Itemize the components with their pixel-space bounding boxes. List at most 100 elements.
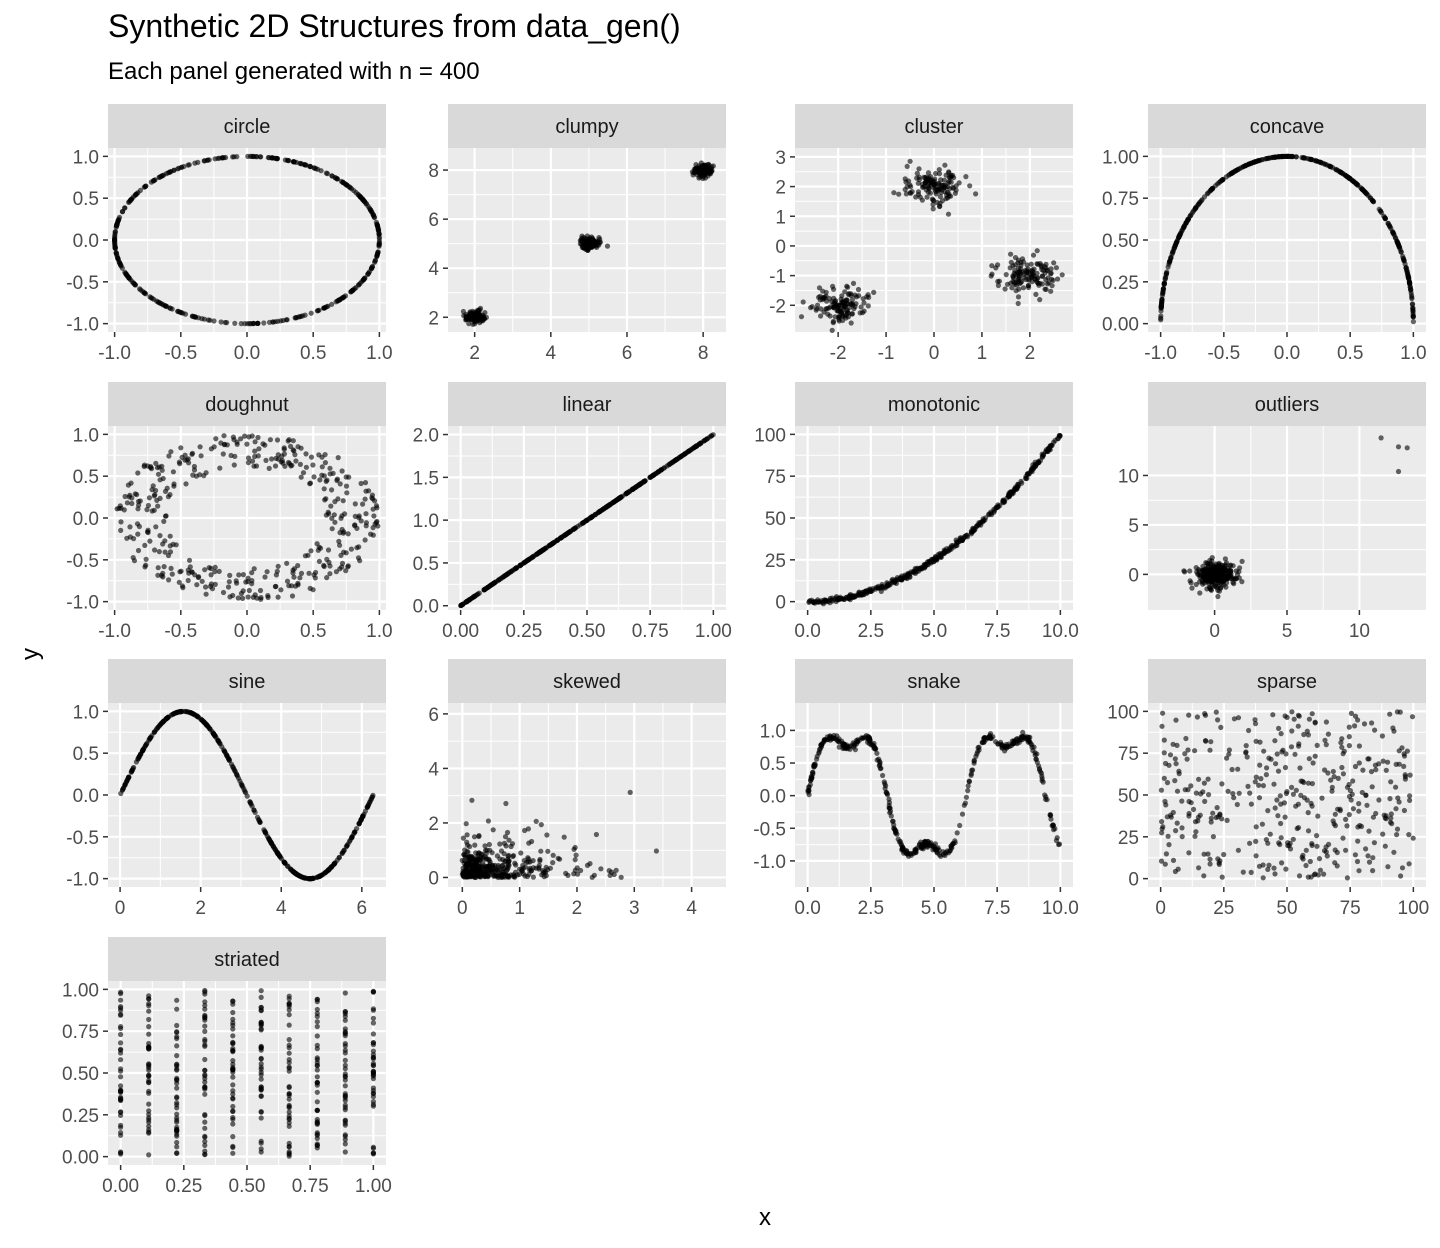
data-point xyxy=(270,319,276,325)
y-tick-label: -0.5 xyxy=(66,273,99,294)
data-point xyxy=(333,569,339,575)
data-point xyxy=(598,866,604,872)
data-point xyxy=(144,507,150,513)
data-point xyxy=(232,320,238,326)
facet-strip-label: cluster xyxy=(905,116,964,138)
data-point xyxy=(946,850,952,856)
facet-strip-label: monotonic xyxy=(888,394,980,416)
data-point xyxy=(1014,486,1020,492)
data-point xyxy=(362,199,368,205)
data-point xyxy=(891,190,897,196)
y-tick-label: -0.5 xyxy=(66,828,99,849)
data-point xyxy=(497,841,503,847)
data-point xyxy=(273,572,279,578)
data-point xyxy=(1039,451,1045,457)
data-point xyxy=(818,313,824,319)
data-point xyxy=(168,565,174,572)
data-point xyxy=(352,523,358,529)
data-point xyxy=(371,513,377,519)
data-point xyxy=(1408,287,1414,293)
data-point xyxy=(624,490,630,496)
data-point xyxy=(150,483,156,489)
data-point xyxy=(1036,763,1042,769)
data-point xyxy=(152,547,158,553)
data-points xyxy=(112,153,382,327)
data-point xyxy=(469,797,475,803)
data-point xyxy=(166,577,172,583)
data-point xyxy=(196,574,202,580)
data-point xyxy=(1276,725,1282,732)
data-point xyxy=(245,153,251,159)
y-tick-label: 25 xyxy=(1118,828,1139,849)
data-point xyxy=(369,492,375,498)
y-tick-label: 0.00 xyxy=(1102,315,1139,336)
y-tick-label: 50 xyxy=(765,509,786,530)
data-point xyxy=(1395,444,1402,450)
data-point xyxy=(265,154,271,161)
data-point xyxy=(203,584,209,590)
data-point xyxy=(245,321,251,327)
data-point xyxy=(1216,563,1222,570)
data-point xyxy=(827,735,833,741)
data-point xyxy=(506,837,512,843)
data-point xyxy=(1215,593,1221,600)
data-point xyxy=(295,580,301,586)
y-tick-label: 0.0 xyxy=(413,597,439,618)
data-point xyxy=(255,453,261,459)
data-point xyxy=(147,735,153,741)
data-point xyxy=(323,478,329,484)
data-point xyxy=(197,444,203,450)
data-point xyxy=(358,816,364,822)
facet-strip-label: snake xyxy=(907,671,960,693)
data-point xyxy=(252,448,258,454)
data-point xyxy=(374,505,380,511)
facet-strip-label: linear xyxy=(563,394,612,416)
data-point xyxy=(234,772,240,778)
data-point xyxy=(561,834,567,840)
x-tick-label: 0.5 xyxy=(300,343,326,364)
data-point xyxy=(1322,161,1328,167)
data-point xyxy=(1272,154,1278,160)
data-point xyxy=(361,276,367,283)
data-point xyxy=(551,539,558,545)
data-point xyxy=(177,569,183,575)
data-point xyxy=(376,231,382,237)
data-points xyxy=(459,789,660,881)
data-point xyxy=(970,767,976,773)
data-point xyxy=(178,445,184,451)
data-points xyxy=(805,729,1063,859)
data-point xyxy=(357,194,363,200)
panel-background xyxy=(448,703,726,887)
data-point xyxy=(327,465,333,471)
facet-strip xyxy=(1148,382,1426,426)
data-point xyxy=(284,560,290,566)
data-point xyxy=(155,565,161,571)
data-point xyxy=(1185,217,1191,223)
data-point xyxy=(134,521,141,527)
data-point xyxy=(208,572,214,578)
data-point xyxy=(122,493,128,500)
data-point xyxy=(1189,585,1195,591)
data-point xyxy=(915,180,921,186)
data-point xyxy=(162,538,168,544)
data-point xyxy=(136,502,142,508)
data-point xyxy=(604,243,611,249)
data-point xyxy=(975,745,981,751)
x-tick-label: 0.0 xyxy=(794,621,820,642)
y-tick-label: 1.0 xyxy=(73,425,99,446)
data-point xyxy=(1305,828,1312,834)
data-point xyxy=(1006,741,1012,747)
data-point xyxy=(345,563,351,569)
data-point xyxy=(183,481,189,487)
data-point xyxy=(1279,153,1285,160)
data-point xyxy=(1025,282,1032,289)
data-point xyxy=(673,456,680,463)
data-point xyxy=(1394,709,1400,715)
data-point xyxy=(162,488,169,494)
data-points xyxy=(458,432,716,609)
data-point xyxy=(866,735,873,741)
data-point xyxy=(1208,815,1214,821)
y-tick-label: 100 xyxy=(1107,702,1139,723)
facet-strip-label: skewed xyxy=(553,671,621,693)
